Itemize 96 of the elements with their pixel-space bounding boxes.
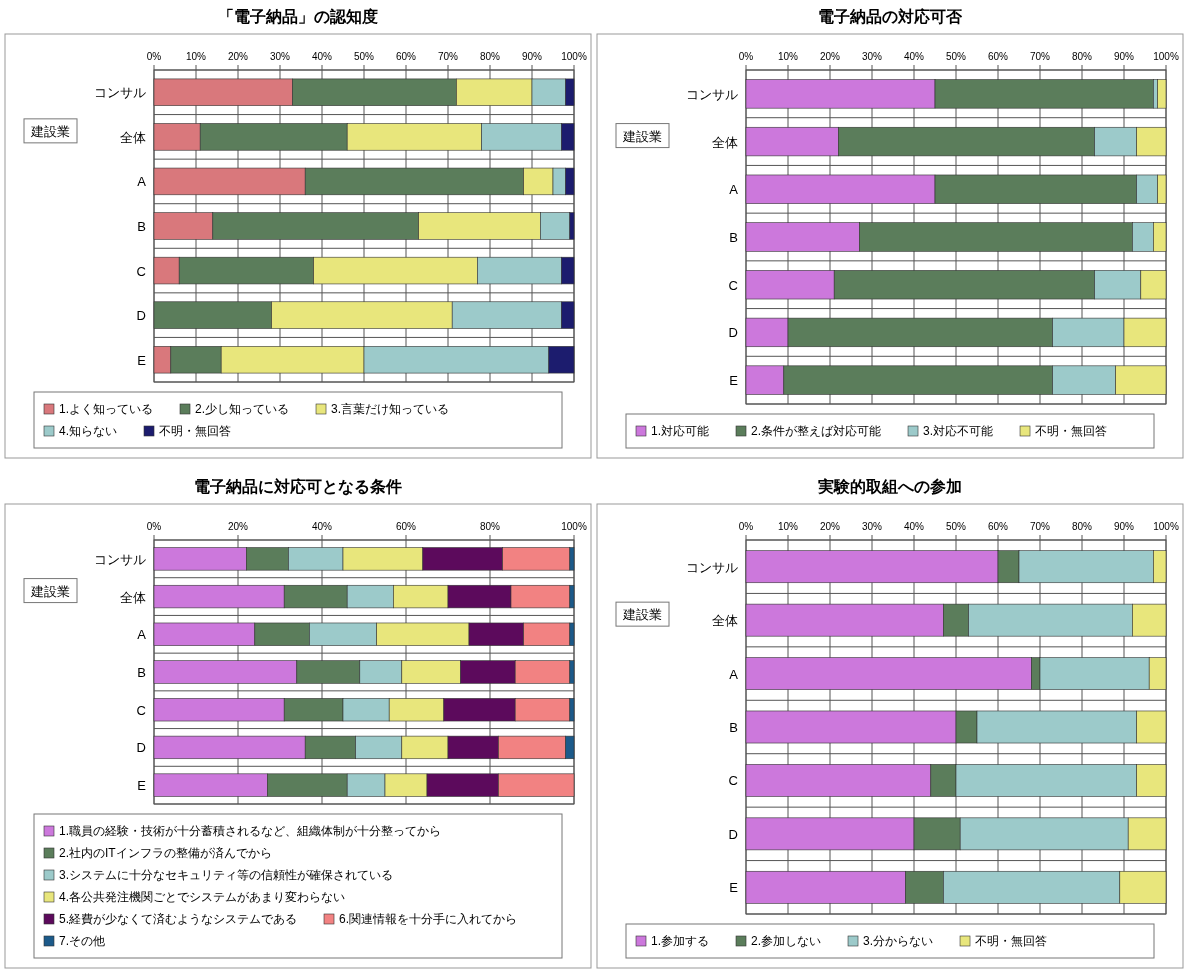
y-tick-label: E — [729, 373, 739, 389]
y-tick-label: E — [137, 352, 147, 368]
y-tick-label: 全体 — [712, 134, 738, 150]
x-tick-label: 100% — [1153, 521, 1179, 532]
x-tick-label: 60% — [987, 51, 1009, 62]
legend-label: 3.分からない — [863, 934, 934, 948]
x-tick-label: 0% — [738, 51, 754, 62]
y-tick-label: D — [136, 308, 146, 324]
x-tick-label: 70% — [1029, 51, 1051, 62]
y-tick-label: 全体 — [120, 589, 146, 605]
x-tick-label: 90% — [521, 51, 543, 62]
legend-label: 2.社内のITインフラの整備が済んでから — [59, 846, 272, 860]
y-tick-label: C — [728, 773, 738, 789]
y-tick-label: D — [728, 826, 738, 842]
legend-label: 4.知らない — [59, 424, 118, 438]
x-tick-label: 50% — [945, 521, 967, 532]
chart-title: 「電子納品」の認知度 — [218, 7, 378, 25]
x-tick-label: 60% — [987, 521, 1009, 532]
x-tick-label: 40% — [311, 51, 333, 62]
legend-label: 不明・無回答 — [159, 424, 232, 438]
text: 建設業 — [30, 583, 70, 599]
x-tick-label: 30% — [861, 51, 883, 62]
x-tick-label: 100% — [561, 51, 587, 62]
y-tick-label: E — [729, 880, 739, 896]
x-tick-label: 70% — [437, 51, 459, 62]
y-tick-label: コンサル — [94, 85, 146, 101]
x-tick-label: 30% — [269, 51, 291, 62]
y-tick-label: A — [729, 182, 739, 198]
x-tick-label: 20% — [819, 521, 841, 532]
y-tick-label: 全体 — [712, 613, 738, 629]
bar — [1157, 79, 1167, 109]
x-tick-label: 40% — [311, 521, 333, 532]
x-tick-label: 50% — [353, 51, 375, 62]
y-tick-label: B — [137, 219, 146, 234]
x-tick-label: 100% — [1153, 51, 1179, 62]
x-tick-label: 30% — [861, 521, 883, 532]
y-tick-label: A — [137, 174, 147, 190]
y-tick-label: A — [729, 666, 739, 682]
legend-label: 2.条件が整えば対応可能 — [751, 424, 882, 438]
y-tick-label: B — [729, 230, 738, 245]
x-tick-label: 40% — [903, 51, 925, 62]
x-tick-label: 20% — [227, 51, 249, 62]
y-tick-label: C — [136, 702, 146, 718]
x-tick-label: 40% — [903, 521, 925, 532]
y-tick-label: 全体 — [120, 129, 146, 145]
x-tick-label: 90% — [1113, 51, 1135, 62]
x-tick-label: 60% — [395, 521, 417, 532]
x-tick-label: 60% — [395, 51, 417, 62]
y-tick-label: D — [728, 325, 738, 341]
legend-label: 6.関連情報を十分手に入れてから — [339, 912, 518, 926]
y-tick-label: B — [729, 720, 738, 735]
y-tick-label: コンサル — [94, 551, 146, 567]
x-tick-label: 20% — [227, 521, 249, 532]
legend-label: 4.各公共発注機関ごとでシステムがあまり変わらない — [59, 890, 346, 904]
x-tick-label: 10% — [777, 521, 799, 532]
x-tick-label: 80% — [479, 51, 501, 62]
legend-label: 3.システムに十分なセキュリティ等の信頼性が確保されている — [59, 868, 394, 882]
legend-label: 7.その他 — [59, 934, 106, 948]
x-tick-label: 0% — [738, 521, 754, 532]
legend-label: 1.参加する — [651, 934, 710, 948]
y-tick-label: コンサル — [686, 559, 738, 575]
x-tick-label: 70% — [1029, 521, 1051, 532]
chart-title: 電子納品の対応可否 — [818, 7, 963, 25]
x-tick-label: 10% — [777, 51, 799, 62]
x-tick-label: 90% — [1113, 521, 1135, 532]
legend-label: 1.職員の経験・技術が十分蓄積されるなど、組織体制が十分整ってから — [59, 824, 442, 838]
x-tick-label: 80% — [479, 521, 501, 532]
y-tick-label: A — [137, 627, 147, 643]
chart-title: 実験的取組への参加 — [817, 477, 962, 495]
legend-label: 1.対応可能 — [651, 424, 710, 438]
y-tick-label: E — [137, 778, 147, 794]
x-tick-label: 80% — [1071, 51, 1093, 62]
text: 建設業 — [622, 607, 662, 623]
legend-label: 3.対応不可能 — [923, 424, 994, 438]
x-tick-label: 0% — [146, 51, 162, 62]
y-tick-label: B — [137, 665, 146, 680]
y-tick-label: コンサル — [686, 86, 738, 102]
y-tick-label: C — [136, 263, 146, 279]
x-tick-label: 20% — [819, 51, 841, 62]
x-tick-label: 80% — [1071, 521, 1093, 532]
legend-label: 不明・無回答 — [975, 934, 1048, 948]
text: 建設業 — [30, 123, 70, 139]
x-tick-label: 50% — [945, 51, 967, 62]
legend-label: 2.少し知っている — [195, 402, 290, 416]
x-tick-label: 100% — [561, 521, 587, 532]
x-tick-label: 10% — [185, 51, 207, 62]
legend-label: 不明・無回答 — [1035, 424, 1108, 438]
legend-label: 5.経費が少なくて済むようなシステムである — [59, 912, 298, 926]
chart-title: 電子納品に対応可となる条件 — [194, 477, 402, 496]
legend-label: 3.言葉だけ知っている — [331, 402, 450, 416]
y-tick-label: C — [728, 277, 738, 293]
x-tick-label: 0% — [146, 521, 162, 532]
legend-label: 2.参加しない — [751, 934, 822, 948]
legend-label: 1.よく知っている — [59, 402, 154, 416]
text: 建設業 — [622, 128, 662, 144]
y-tick-label: D — [136, 740, 146, 756]
